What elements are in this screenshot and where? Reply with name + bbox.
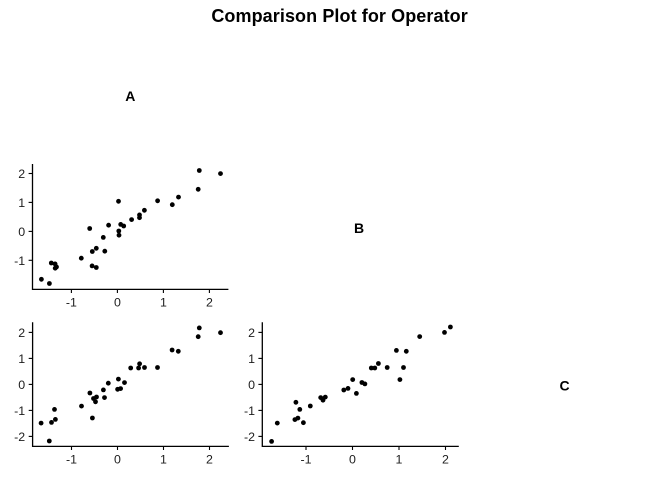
svg-text:0: 0	[18, 225, 25, 239]
svg-text:0: 0	[114, 295, 121, 309]
svg-text:-2: -2	[14, 430, 25, 444]
svg-text:-1: -1	[14, 404, 25, 418]
svg-text:2: 2	[442, 453, 449, 467]
svg-text:2: 2	[206, 453, 213, 467]
svg-text:2: 2	[18, 326, 25, 340]
svg-text:C: C	[559, 378, 569, 394]
svg-text:2: 2	[18, 167, 25, 181]
svg-text:A: A	[125, 88, 135, 104]
svg-text:-1: -1	[300, 453, 311, 467]
svg-text:-2: -2	[244, 430, 255, 444]
svg-text:1: 1	[160, 295, 167, 309]
svg-text:1: 1	[18, 352, 25, 366]
svg-text:2: 2	[248, 326, 255, 340]
svg-text:Comparison Plot for Operator: Comparison Plot for Operator	[211, 6, 468, 26]
svg-text:0: 0	[349, 453, 356, 467]
svg-text:2: 2	[206, 295, 213, 309]
svg-text:-1: -1	[244, 404, 255, 418]
svg-text:-1: -1	[66, 295, 77, 309]
svg-text:0: 0	[114, 453, 121, 467]
svg-text:-1: -1	[66, 453, 77, 467]
svg-text:0: 0	[248, 378, 255, 392]
svg-text:0: 0	[18, 378, 25, 392]
svg-text:1: 1	[160, 453, 167, 467]
svg-text:1: 1	[248, 352, 255, 366]
svg-text:1: 1	[396, 453, 403, 467]
svg-text:-1: -1	[14, 254, 25, 268]
svg-text:B: B	[354, 220, 364, 236]
svg-text:1: 1	[18, 196, 25, 210]
